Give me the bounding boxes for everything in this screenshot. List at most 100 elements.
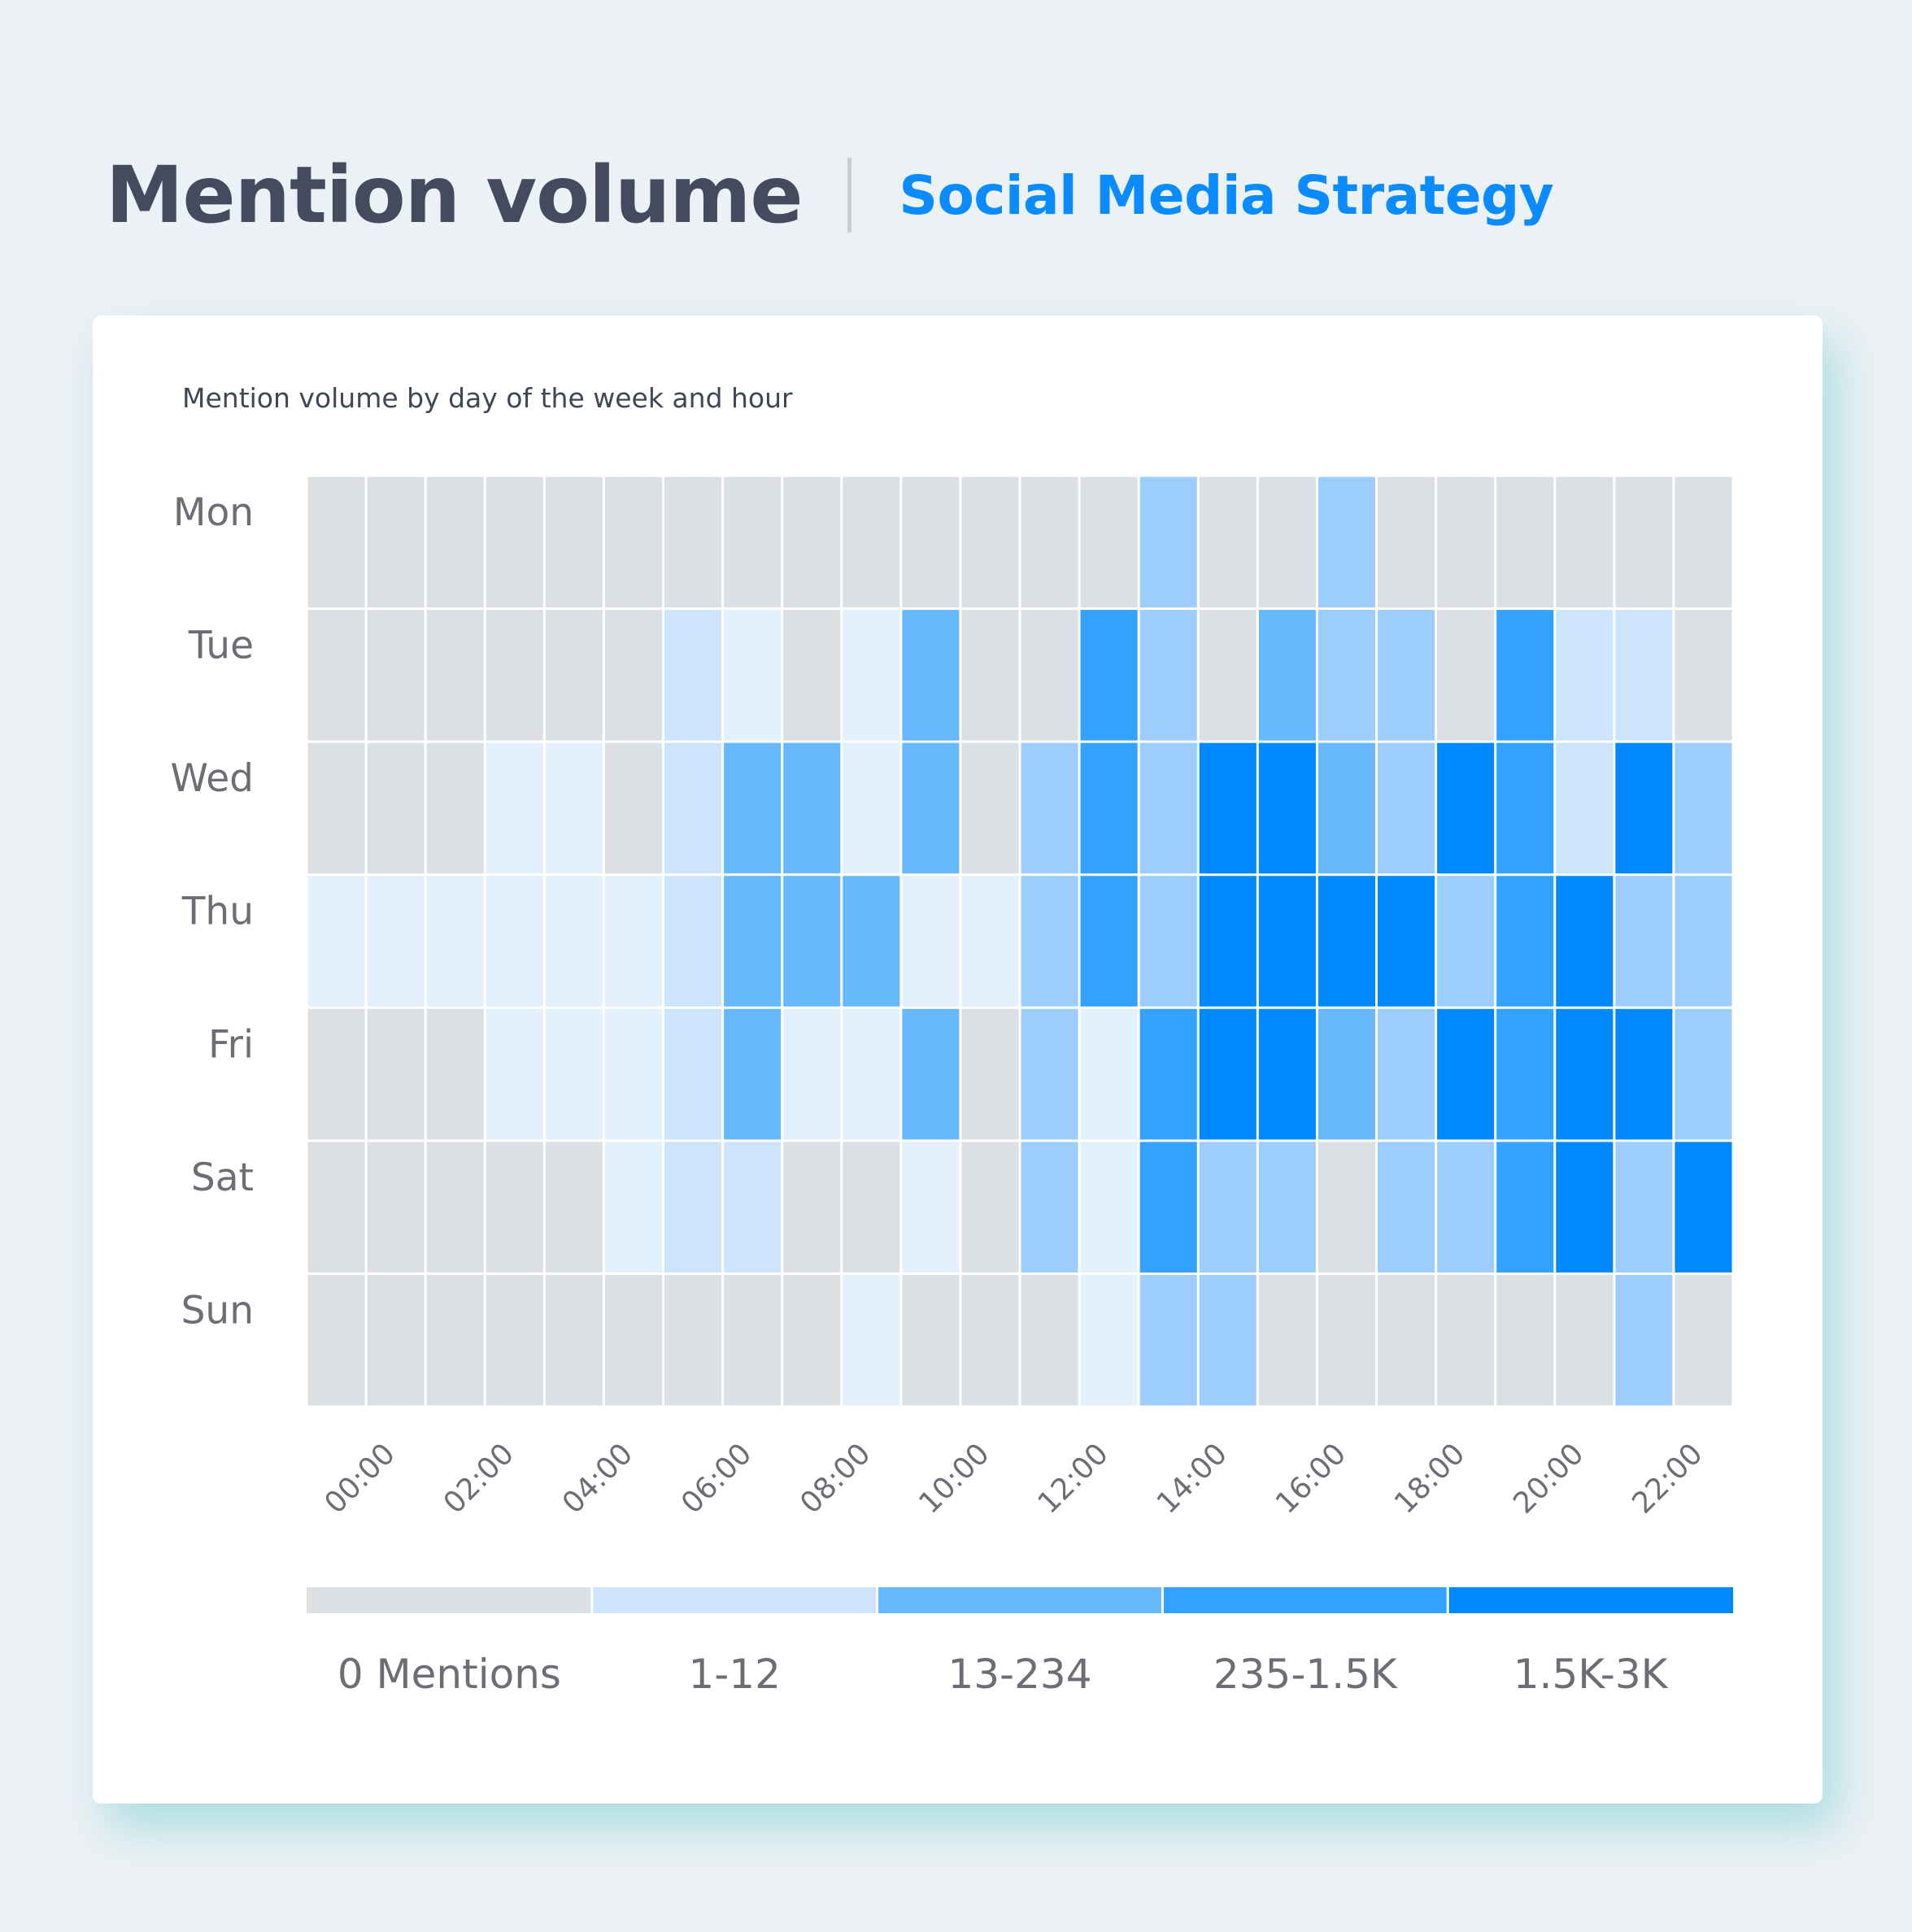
heatmap-cell-mon-13 [1080, 476, 1138, 608]
heatmap-cell-fri-20 [1496, 1008, 1554, 1140]
page-subtitle: Social Media Strategy [899, 163, 1554, 227]
heatmap-cell-sun-3 [486, 1274, 543, 1406]
heatmap-cell-sat-6 [664, 1142, 722, 1273]
heatmap-cell-sun-15 [1199, 1274, 1257, 1406]
legend: 0 Mentions 1-12 13-234 235-1.5K 1.5K-3K [307, 1587, 1733, 1698]
heatmap-cell-tue-9 [843, 610, 900, 741]
heatmap-cell-tue-8 [783, 610, 841, 741]
heatmap-cell-mon-20 [1496, 476, 1554, 608]
hour-label-1800: 18:00 [1388, 1437, 1471, 1520]
heatmap-cell-sat-15 [1199, 1142, 1257, 1273]
heatmap-cell-mon-12 [1021, 476, 1078, 608]
heatmap-cell-mon-11 [961, 476, 1019, 608]
heatmap-cell-wed-17 [1317, 742, 1375, 874]
heatmap-cell-mon-9 [843, 476, 900, 608]
heatmap-cell-fri-14 [1139, 1008, 1197, 1140]
heatmap-cell-mon-3 [486, 476, 543, 608]
heatmap-cell-sat-0 [307, 1142, 365, 1273]
heatmap-cell-sat-13 [1080, 1142, 1138, 1273]
heatmap-cell-fri-23 [1675, 1008, 1732, 1140]
heatmap-cell-tue-20 [1496, 610, 1554, 741]
heatmap-cell-tue-17 [1317, 610, 1375, 741]
heatmap-cell-mon-2 [426, 476, 484, 608]
title-divider [847, 158, 852, 233]
heatmap-cell-mon-23 [1675, 476, 1732, 608]
heatmap-cell-sun-10 [902, 1274, 960, 1406]
heatmap-cell-fri-12 [1021, 1008, 1078, 1140]
heatmap-cell-mon-17 [1317, 476, 1375, 608]
hour-label-0600: 06:00 [675, 1437, 758, 1520]
heatmap-cell-wed-23 [1675, 742, 1732, 874]
heatmap-cell-sun-12 [1021, 1274, 1078, 1406]
heatmap-cell-fri-5 [604, 1008, 662, 1140]
heatmap-cell-thu-12 [1021, 876, 1078, 1007]
day-label-tue: Tue [188, 624, 254, 668]
hour-labels: 00:00 02:00 04:00 06:00 08:00 10:00 12:00 14:00… [319, 1437, 1709, 1520]
heatmap-cell-sat-8 [783, 1142, 841, 1273]
heatmap-cell-mon-14 [1139, 476, 1197, 608]
heatmap-cell-wed-18 [1378, 742, 1435, 874]
heatmap-cell-fri-3 [486, 1008, 543, 1140]
heatmap-cell-tue-18 [1378, 610, 1435, 741]
heatmap-cell-thu-20 [1496, 876, 1554, 1007]
heatmap-cell-fri-16 [1258, 1008, 1316, 1140]
heatmap-cell-sat-3 [486, 1142, 543, 1273]
heatmap-cell-tue-3 [486, 610, 543, 741]
heatmap-cell-sun-5 [604, 1274, 662, 1406]
heatmap-cell-mon-22 [1615, 476, 1673, 608]
heatmap-cell-sat-20 [1496, 1142, 1554, 1273]
legend-label-3: 235-1.5K [1213, 1651, 1398, 1698]
heatmap-cell-fri-11 [961, 1008, 1019, 1140]
heatmap-cell-wed-9 [843, 742, 900, 874]
heatmap-cell-thu-13 [1080, 876, 1138, 1007]
heatmap-cell-sun-19 [1437, 1274, 1495, 1406]
heatmap-cell-fri-9 [843, 1008, 900, 1140]
heatmap-cell-sat-14 [1139, 1142, 1197, 1273]
heatmap-cell-wed-19 [1437, 742, 1495, 874]
heatmap-cell-sun-1 [367, 1274, 425, 1406]
day-labels: Mon Tue Wed Thu Fri Sat Sun [171, 490, 254, 1333]
heatmap-cell-tue-23 [1675, 610, 1732, 741]
day-label-thu: Thu [181, 890, 254, 934]
heatmap-cell-mon-15 [1199, 476, 1257, 608]
heatmap-cell-wed-20 [1496, 742, 1554, 874]
heatmap-cell-fri-15 [1199, 1008, 1257, 1140]
heatmap-cell-thu-0 [307, 876, 365, 1007]
heatmap-cell-thu-15 [1199, 876, 1257, 1007]
heatmap-cell-sat-1 [367, 1142, 425, 1273]
day-label-wed: Wed [171, 756, 254, 801]
heatmap-cell-sun-9 [843, 1274, 900, 1406]
heatmap-cell-fri-13 [1080, 1008, 1138, 1140]
heatmap-cell-sat-2 [426, 1142, 484, 1273]
heatmap-cell-sun-13 [1080, 1274, 1138, 1406]
heatmap-cell-thu-16 [1258, 876, 1316, 1007]
heatmap-cell-sun-23 [1675, 1274, 1732, 1406]
legend-label-0: 0 Mentions [338, 1651, 561, 1698]
heatmap-cell-fri-21 [1556, 1008, 1614, 1140]
heatmap-cell-sun-2 [426, 1274, 484, 1406]
hour-label-0400: 04:00 [556, 1437, 639, 1520]
heatmap-cell-tue-16 [1258, 610, 1316, 741]
heatmap-cell-fri-10 [902, 1008, 960, 1140]
heatmap-cell-tue-0 [307, 610, 365, 741]
heatmap-cell-thu-4 [545, 876, 603, 1007]
heatmap-cell-sun-21 [1556, 1274, 1614, 1406]
hour-label-0000: 00:00 [319, 1437, 402, 1520]
day-label-sun: Sun [181, 1288, 254, 1333]
hour-label-1400: 14:00 [1151, 1437, 1234, 1520]
heatmap-cell-thu-5 [604, 876, 662, 1007]
heatmap-cell-sat-17 [1317, 1142, 1375, 1273]
heatmap-cell-sat-19 [1437, 1142, 1495, 1273]
heatmap-cell-thu-17 [1317, 876, 1375, 1007]
heatmap-cell-fri-1 [367, 1008, 425, 1140]
legend-label-4: 1.5K-3K [1513, 1651, 1669, 1698]
heatmap-cell-sat-11 [961, 1142, 1019, 1273]
heatmap-cell-sat-18 [1378, 1142, 1435, 1273]
hour-label-2000: 20:00 [1507, 1437, 1590, 1520]
heatmap-cell-wed-14 [1139, 742, 1197, 874]
heatmap-cell-tue-14 [1139, 610, 1197, 741]
heatmap-cell-fri-17 [1317, 1008, 1375, 1140]
heatmap-cell-wed-12 [1021, 742, 1078, 874]
heatmap-cell-sun-8 [783, 1274, 841, 1406]
